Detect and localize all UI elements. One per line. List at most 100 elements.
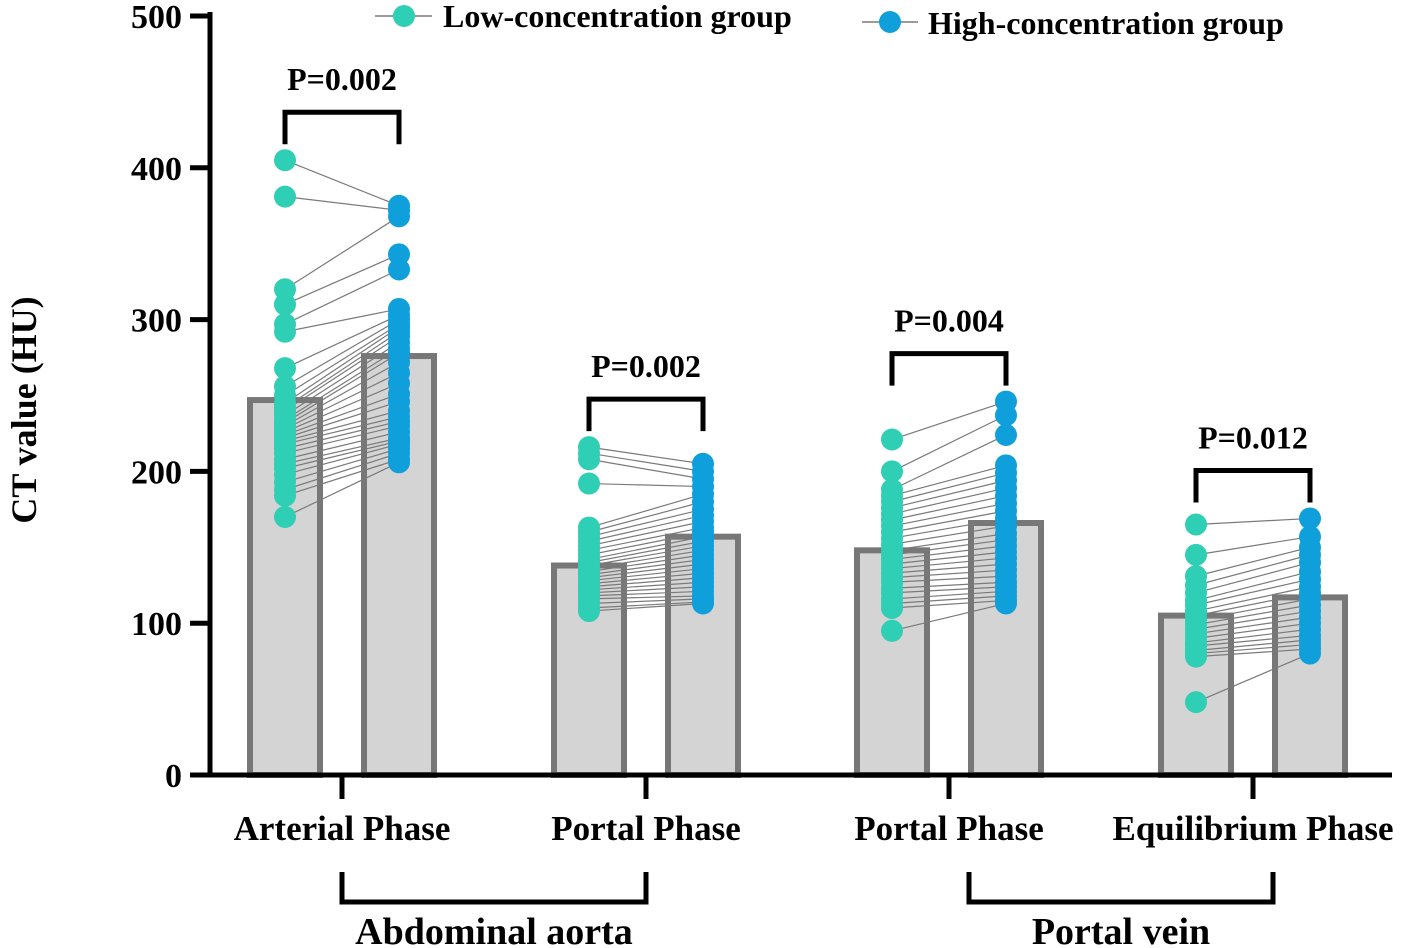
pair-lines-layer (284, 159, 1311, 703)
pair-line-2-17 (891, 563, 1007, 574)
pair-line-2-9 (891, 510, 1007, 533)
pair-line-3-19 (1195, 653, 1311, 703)
pair-line-0-15 (284, 361, 400, 427)
pair-line-3-10 (1195, 604, 1311, 626)
point-high-2-2 (995, 423, 1017, 446)
point-high-3-19 (1299, 642, 1321, 665)
point-high-1-27 (692, 592, 714, 615)
group-bracket-1 (966, 872, 1276, 905)
bracket-1 (586, 396, 706, 432)
group-bracket-0 (339, 872, 649, 905)
pair-line-0-23 (284, 425, 400, 454)
pair-line-2-2 (891, 434, 1007, 491)
category-labels: Arterial Phase Portal Phase Portal Phase Eq… (234, 809, 1394, 848)
point-high-0-31 (388, 451, 410, 474)
pair-line-3-15 (1195, 634, 1311, 647)
pair-line-3-17 (1195, 643, 1311, 655)
pair-line-3-11 (1195, 610, 1311, 630)
pair-line-1-18 (588, 567, 704, 582)
pair-line-0-30 (284, 458, 400, 497)
pair-line-0-0 (284, 159, 400, 207)
pair-line-0-1 (284, 196, 400, 211)
bracket-0 (282, 109, 402, 145)
legend-marker-low (393, 5, 415, 27)
pair-line-0-8 (284, 323, 400, 397)
pair-line-0-6 (284, 314, 400, 369)
pair-line-2-6 (891, 487, 1007, 515)
y-axis-title: CT value (HU) (4, 296, 44, 523)
pair-line-1-16 (588, 558, 704, 576)
point-low-3-18 (1185, 645, 1207, 668)
pair-line-3-3 (1195, 554, 1311, 586)
pair-line-0-16 (284, 372, 400, 430)
bracket-3 (1193, 467, 1313, 503)
pair-line-0-9 (284, 326, 400, 404)
pair-line-1-14 (588, 549, 704, 570)
pair-line-3-1 (1195, 536, 1311, 556)
point-low-3-1 (1185, 543, 1207, 566)
pair-line-2-21 (891, 586, 1007, 594)
pair-line-1-24 (588, 595, 704, 600)
pair-line-0-4 (284, 268, 400, 325)
pair-line-1-17 (588, 563, 704, 579)
pair-line-0-11 (284, 335, 400, 412)
legend-label-low: Low-concentration group (443, 0, 792, 34)
legend: Low-concentration group High-concentrati… (375, 0, 1284, 41)
pair-line-1-10 (588, 531, 704, 556)
pair-line-0-14 (284, 352, 400, 424)
pair-line-1-4 (588, 493, 704, 529)
pair-line-1-1 (588, 452, 704, 472)
point-high-0-2 (388, 205, 410, 228)
bars-layer (247, 353, 1348, 779)
pair-line-1-26 (588, 601, 704, 609)
point-low-2-25 (881, 619, 903, 642)
pair-line-2-19 (891, 575, 1007, 583)
legend-entry-high: High-concentration group (862, 5, 1284, 41)
pair-line-0-10 (284, 331, 400, 409)
point-low-0-30 (274, 484, 296, 507)
point-high-0-4 (388, 258, 410, 281)
pair-line-0-12 (284, 341, 400, 416)
pair-line-1-2 (588, 458, 704, 480)
category-label-0: Arterial Phase (234, 809, 451, 848)
pair-line-1-6 (588, 508, 704, 538)
category-label-3: Equilibrium Phase (1112, 809, 1393, 848)
pair-line-0-24 (284, 431, 400, 460)
pair-line-2-24 (891, 599, 1007, 609)
category-label-2: Portal Phase (854, 809, 1044, 848)
pair-line-1-0 (588, 446, 704, 465)
significance-brackets: P=0.002 P=0.002 P=0.004 P=0.012 (282, 61, 1313, 503)
pair-line-0-5 (284, 308, 400, 333)
pair-line-1-9 (588, 526, 704, 551)
bracket-2 (889, 351, 1009, 386)
pair-line-1-5 (588, 501, 704, 533)
pair-line-2-5 (891, 479, 1007, 509)
pair-line-2-11 (891, 525, 1007, 545)
point-low-3-0 (1185, 513, 1207, 536)
pair-line-1-21 (588, 581, 704, 591)
pair-line-0-26 (284, 440, 400, 469)
pair-line-2-20 (891, 581, 1007, 589)
point-low-0-3 (274, 293, 296, 316)
point-low-0-1 (274, 185, 296, 208)
legend-entry-low: Low-concentration group (375, 0, 792, 34)
pair-line-1-3 (588, 482, 704, 488)
pair-line-2-0 (891, 401, 1007, 441)
pair-line-2-13 (891, 539, 1007, 556)
pair-line-0-19 (284, 401, 400, 439)
legend-label-high: High-concentration group (928, 5, 1284, 41)
y-tick-label-1: 100 (131, 606, 182, 643)
point-high-0-3 (388, 243, 410, 266)
pair-line-1-27 (588, 602, 704, 612)
pair-line-0-31 (284, 461, 400, 518)
pair-line-1-20 (588, 577, 704, 588)
pair-line-0-29 (284, 452, 400, 491)
point-low-0-0 (274, 149, 296, 172)
pair-line-2-14 (891, 545, 1007, 561)
pair-line-2-22 (891, 590, 1007, 600)
pair-line-3-12 (1195, 616, 1311, 635)
group-labels: Abdominal aorta Portal vein (339, 872, 1276, 948)
pair-line-2-16 (891, 557, 1007, 570)
pair-line-3-7 (1195, 586, 1311, 612)
